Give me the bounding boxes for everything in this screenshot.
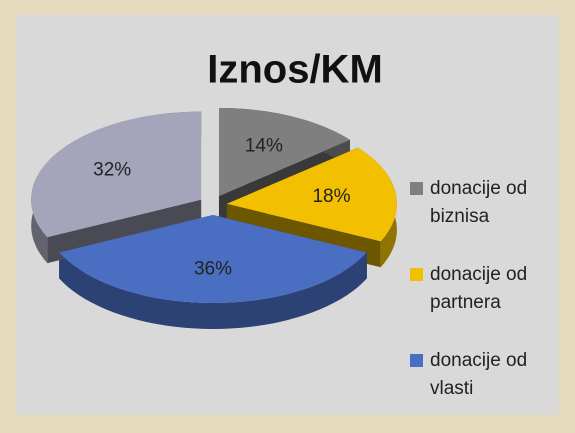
data-label: 36%: [194, 259, 232, 280]
slice-wall: [59, 252, 367, 329]
data-label: 18%: [312, 186, 350, 207]
pie-tops: [31, 108, 397, 303]
slice: [59, 215, 367, 303]
legend-label: donacije od partnera: [430, 264, 528, 313]
legend-label: donacije od biznisa: [430, 178, 528, 227]
legend-swatch: [410, 354, 423, 367]
legend: donacije od biznisa donacije od partnera d…: [410, 175, 560, 433]
legend-item: donacije od vlasti: [410, 347, 560, 403]
legend-swatch: [410, 182, 423, 195]
legend-item: donacije od partnera: [410, 261, 560, 317]
slice: [31, 111, 202, 238]
legend-swatch: [410, 268, 423, 281]
slice: [226, 147, 397, 242]
slice: [218, 108, 350, 196]
data-label: 14%: [245, 136, 283, 157]
data-label: 32%: [93, 159, 131, 180]
legend-item: donacije od biznisa: [410, 175, 560, 231]
chart-title: Iznos/KM: [207, 48, 383, 92]
legend-label: donacije od vlasti: [430, 350, 528, 399]
